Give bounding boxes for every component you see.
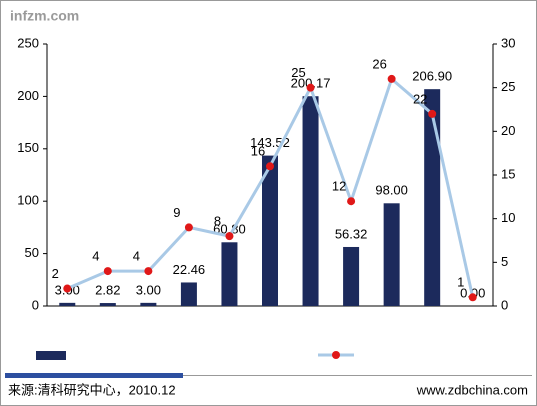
line-marker [387, 74, 396, 83]
y-tick-label: 150 [17, 140, 39, 155]
bar [383, 203, 400, 306]
y-tick-label: 250 [17, 35, 39, 50]
bar [343, 246, 360, 306]
line-value-label: 16 [251, 144, 265, 159]
line-marker [103, 267, 112, 276]
y2-tick-label: 5 [501, 254, 508, 269]
y2-tick-label: 20 [501, 123, 515, 138]
bar [99, 303, 116, 306]
line-marker [266, 162, 274, 171]
y-tick-label: 50 [25, 245, 39, 260]
y2-tick-label: 10 [501, 210, 515, 225]
y2-tick-label: 15 [501, 166, 515, 181]
legend-swatch [36, 351, 66, 360]
line-marker [468, 293, 477, 302]
watermark: infzm.com [10, 8, 79, 24]
footer-bar [5, 373, 183, 378]
bar [140, 302, 157, 306]
bar [262, 155, 278, 306]
y-tick-label: 200 [17, 88, 39, 103]
bar-value-label: 200.17 [291, 76, 331, 91]
bar-value-label: 3.00 [136, 282, 161, 297]
y2-tick-label: 25 [501, 79, 515, 94]
line-marker [306, 83, 315, 92]
bar [424, 89, 441, 307]
bar [180, 282, 197, 306]
line-marker [184, 223, 193, 232]
bar-value-label: 56.32 [335, 226, 368, 241]
line-marker [225, 232, 234, 241]
line-value-label: 1 [457, 275, 464, 290]
y-tick-label: 0 [32, 297, 39, 312]
line-value-label: 9 [173, 205, 180, 220]
bar-value-label: 2.82 [95, 282, 120, 297]
y2-tick-label: 0 [501, 297, 508, 312]
bar [302, 96, 319, 307]
line-marker [428, 109, 437, 118]
line-value-label: 2 [52, 266, 59, 281]
line-marker [347, 197, 356, 206]
legend-marker [332, 351, 340, 359]
y2-tick-label: 30 [501, 35, 515, 50]
line-value-label: 12 [332, 179, 346, 194]
website: www.zdbchina.com [416, 382, 528, 397]
bar [221, 242, 238, 306]
line-marker [144, 267, 153, 276]
y-tick-label: 100 [17, 193, 39, 208]
line-value-label: 8 [214, 214, 221, 229]
bar [59, 302, 76, 306]
bar-value-label: 22.46 [173, 262, 206, 277]
source: 来源:清科研究中心，2010.12 [8, 382, 176, 397]
line-value-label: 22 [413, 91, 427, 106]
bar-value-label: 98.00 [375, 183, 408, 198]
line-value-label: 25 [291, 65, 305, 80]
line-value-label: 4 [133, 249, 140, 264]
line-value-label: 4 [92, 249, 99, 264]
bar-value-label: 206.90 [412, 69, 452, 84]
line-value-label: 26 [372, 56, 386, 71]
line-marker [63, 284, 72, 293]
